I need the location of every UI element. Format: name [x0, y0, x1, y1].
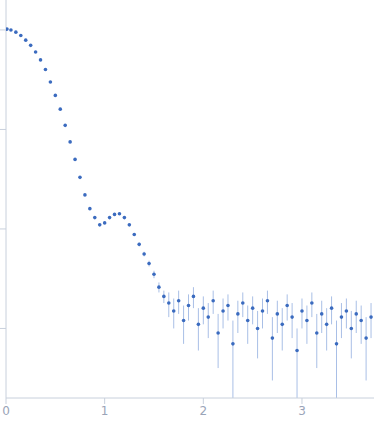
- svg-text:0: 0: [8, 404, 10, 418]
- svg-text:2: 2: [199, 404, 207, 418]
- svg-text:3: 3: [298, 404, 306, 418]
- svg-text:1: 1: [101, 404, 109, 418]
